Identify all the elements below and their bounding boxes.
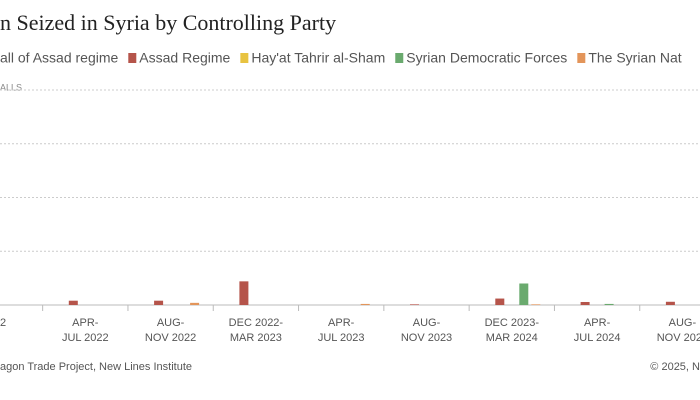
- legend-swatch: [240, 53, 249, 63]
- legend-swatch: [395, 53, 404, 63]
- legend-label: Assad Regime: [139, 50, 230, 66]
- bar: [531, 304, 541, 305]
- legend-swatch: [577, 53, 586, 63]
- x-tick-label: AUG- NOV 2023: [400, 317, 453, 344]
- x-tick-label: 22: [0, 317, 7, 329]
- legend-swatch: [128, 53, 137, 63]
- x-tick-label: DEC 2023- MAR 2024: [484, 317, 539, 344]
- legend-label: The Syrian Nat: [588, 50, 681, 66]
- bar: [68, 300, 78, 305]
- x-tick-label: APR- JUL 2024: [573, 317, 621, 344]
- bar: [495, 298, 505, 305]
- bar: [239, 281, 249, 305]
- bar: [580, 301, 590, 305]
- bar: [665, 301, 675, 305]
- x-tick-label: APR- JUL 2023: [317, 317, 365, 344]
- bar: [519, 283, 529, 305]
- y-axis-label: ALLS: [0, 82, 22, 92]
- legend-label: Syrian Democratic Forces: [406, 50, 567, 66]
- legend-label: all of Assad regime: [0, 50, 118, 66]
- x-tick-label: DEC 2022- MAR 2023: [228, 317, 284, 344]
- x-tick-label: APR- JUL 2022: [61, 317, 109, 344]
- source: agon Trade Project, New Lines Institute: [0, 361, 192, 373]
- x-tick-label: AUG- NOV 2024: [656, 317, 700, 344]
- bar: [604, 303, 614, 305]
- bar: [154, 300, 164, 305]
- chart-title: n Seized in Syria by Controlling Party: [0, 10, 336, 35]
- bar: [360, 303, 370, 305]
- legend-label: Hay'at Tahrir al-Sham: [251, 50, 385, 66]
- x-tick-label: AUG- NOV 2022: [144, 317, 197, 344]
- bar: [410, 304, 419, 305]
- credit: © 2025, N: [650, 361, 700, 373]
- bar: [190, 302, 200, 305]
